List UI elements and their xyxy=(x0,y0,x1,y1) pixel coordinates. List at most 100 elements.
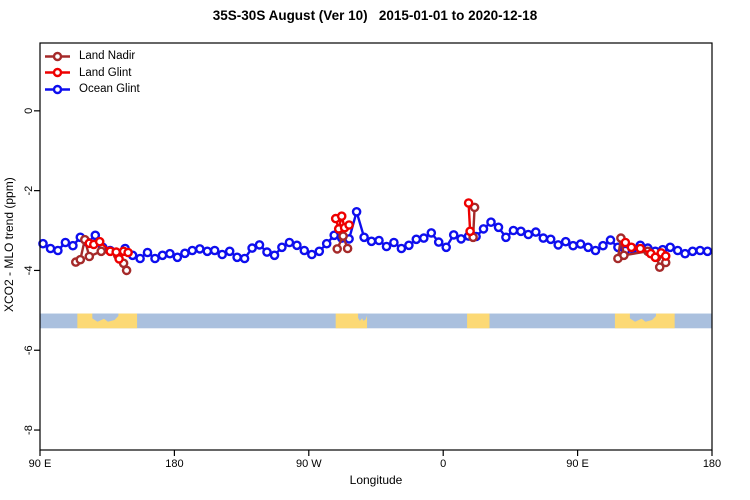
y-tick-label: -8 xyxy=(23,425,35,435)
data-point xyxy=(583,242,593,253)
data-point xyxy=(374,235,384,246)
data-point xyxy=(426,228,437,238)
data-point xyxy=(306,249,317,260)
legend-label: Land Glint xyxy=(79,66,132,79)
data-point xyxy=(469,202,480,213)
data-point xyxy=(194,244,205,254)
x-axis-title: Longitude xyxy=(349,473,403,487)
data-point xyxy=(695,245,705,256)
data-point xyxy=(389,237,399,248)
data-point xyxy=(123,247,133,258)
x-tick-label: 0 xyxy=(440,458,446,470)
data-point xyxy=(418,233,429,243)
data-point xyxy=(665,242,676,253)
data-point xyxy=(224,246,235,257)
data-point xyxy=(321,238,332,249)
data-point xyxy=(299,245,310,256)
data-point xyxy=(441,242,452,253)
data-point xyxy=(654,262,665,273)
data-point xyxy=(332,244,343,254)
data-point xyxy=(269,250,280,261)
data-point xyxy=(90,230,101,241)
data-point xyxy=(448,230,459,240)
chart-title: 35S-30S August (Ver 10) 2015-01-01 to 20… xyxy=(212,8,538,23)
data-point xyxy=(523,229,534,240)
data-point xyxy=(626,242,637,253)
data-point xyxy=(53,245,63,256)
data-point xyxy=(247,243,257,253)
ocean-strip xyxy=(40,313,712,329)
data-point xyxy=(396,243,407,254)
legend-line-circle-icon xyxy=(45,84,70,94)
y-tick-label: 0 xyxy=(23,108,35,114)
data-point xyxy=(344,220,354,230)
data-point xyxy=(75,254,86,265)
x-tick-label: 180 xyxy=(703,458,721,470)
data-point xyxy=(254,240,265,250)
series-ocean-glint xyxy=(38,206,713,264)
data-point xyxy=(568,240,578,251)
data-point xyxy=(538,233,549,243)
data-point xyxy=(531,227,541,237)
data-point xyxy=(635,243,646,254)
data-point xyxy=(239,253,250,264)
data-point xyxy=(342,243,353,254)
data-point xyxy=(351,206,362,217)
data-point xyxy=(314,246,325,257)
data-point xyxy=(359,232,369,243)
data-point xyxy=(202,246,213,257)
data-point xyxy=(456,234,466,244)
series-line xyxy=(42,210,708,260)
data-point xyxy=(575,239,586,249)
map-strip xyxy=(40,313,712,329)
data-point xyxy=(262,247,272,257)
data-point xyxy=(702,246,713,257)
land-segment xyxy=(467,313,490,329)
data-point xyxy=(545,234,556,245)
data-point xyxy=(605,235,616,245)
data-point xyxy=(329,230,340,241)
data-point xyxy=(650,252,661,263)
legend-item-land-nadir: Land Nadir xyxy=(44,48,140,65)
data-point xyxy=(598,240,608,251)
data-point xyxy=(516,226,526,237)
data-point xyxy=(142,247,153,258)
data-point xyxy=(135,253,145,264)
x-tick-label: 180 xyxy=(165,458,183,470)
data-point xyxy=(150,253,160,264)
legend-label: Land Nadir xyxy=(79,50,136,63)
data-point xyxy=(338,231,348,241)
data-point xyxy=(501,232,511,243)
y-tick-label: -2 xyxy=(23,186,35,196)
data-point xyxy=(478,224,489,234)
data-point xyxy=(465,226,475,237)
series-land-glint xyxy=(84,198,671,264)
data-point xyxy=(687,246,698,257)
data-point xyxy=(680,248,690,259)
data-point xyxy=(553,240,564,250)
data-point xyxy=(463,198,474,208)
ocean-notch xyxy=(629,313,656,322)
plot-border xyxy=(39,42,713,451)
legend: Land Nadir Land Glint Ocean Glint xyxy=(44,48,140,98)
data-point xyxy=(96,246,106,257)
data-point xyxy=(60,237,71,248)
legend-item-land-glint: Land Glint xyxy=(44,65,140,82)
data-point xyxy=(493,222,504,233)
legend-label: Ocean Glint xyxy=(79,83,140,96)
y-tick-label: -6 xyxy=(23,345,35,355)
data-point xyxy=(366,236,377,247)
x-tick-label: 90 E xyxy=(29,458,52,470)
axis-ticks: 90 E 180 90 W 0 90 E 180 0 -2 -4 -6 -8 xyxy=(23,108,721,470)
data-point xyxy=(590,245,601,256)
legend-line-circle-icon xyxy=(45,68,70,78)
data-point xyxy=(292,240,302,251)
data-point xyxy=(411,234,422,245)
data-point xyxy=(180,248,190,259)
x-tick-label: 90 E xyxy=(566,458,589,470)
data-point xyxy=(232,252,242,263)
data-point xyxy=(157,250,168,261)
data-point xyxy=(336,211,347,221)
